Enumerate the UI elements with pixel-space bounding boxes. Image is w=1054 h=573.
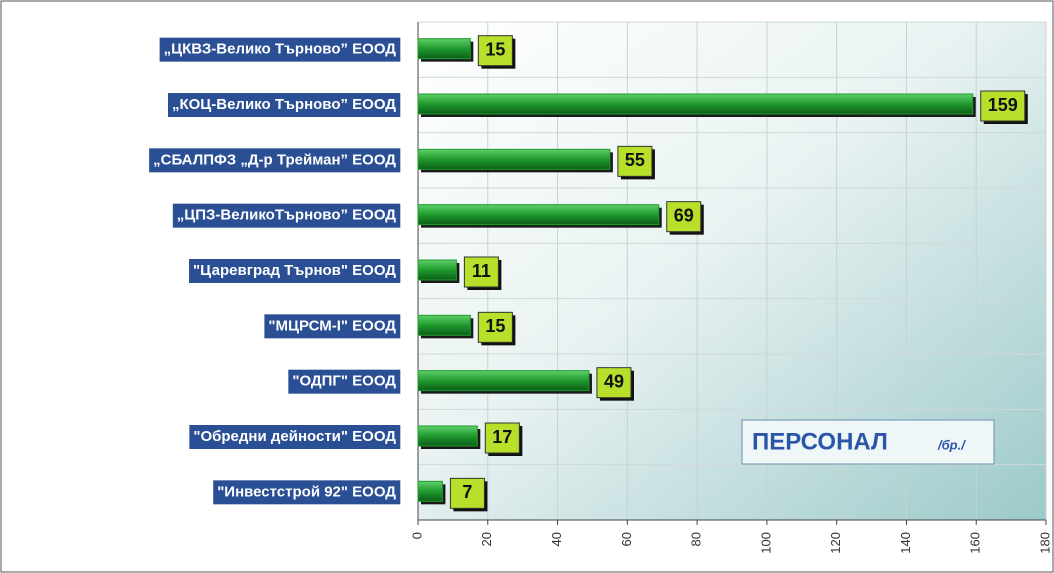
value-label: 49 bbox=[604, 371, 624, 391]
bar bbox=[418, 481, 442, 501]
x-tick-label: 20 bbox=[479, 532, 494, 546]
category-label: „ЦПЗ-ВеликоТърново” ЕООД bbox=[177, 207, 397, 224]
value-label: 11 bbox=[472, 261, 491, 281]
chart-title: ПЕРСОНАЛ bbox=[752, 428, 888, 455]
bar bbox=[418, 149, 610, 169]
x-tick-label: 60 bbox=[619, 532, 634, 546]
category-label: "ОДПГ" ЕООД bbox=[292, 373, 396, 390]
x-tick-label: 80 bbox=[689, 532, 704, 546]
bar bbox=[418, 205, 659, 225]
x-tick-label: 140 bbox=[898, 532, 913, 554]
value-label: 69 bbox=[674, 205, 694, 225]
x-tick-label: 0 bbox=[409, 532, 424, 539]
category-label: "МЦРСМ-I" ЕООД bbox=[268, 317, 396, 334]
category-label: "Царевград Търнов" ЕООД bbox=[193, 262, 396, 279]
bar bbox=[418, 39, 470, 59]
value-label: 159 bbox=[988, 95, 1018, 115]
category-row: "ОДПГ" ЕООД bbox=[288, 370, 400, 394]
title-box: ПЕРСОНАЛ /бр./ bbox=[742, 420, 994, 464]
value-label: 55 bbox=[625, 150, 645, 170]
value-label: 15 bbox=[485, 39, 505, 59]
category-row: „ЦКВЗ-Велико Търново” ЕООД bbox=[160, 38, 401, 62]
category-row: "Инвестстрой 92" ЕООД bbox=[213, 480, 400, 504]
value-label: 7 bbox=[462, 482, 472, 502]
bar bbox=[418, 94, 973, 114]
category-label: „СБАЛПФЗ „Д-р Трейман” ЕООД bbox=[153, 151, 396, 168]
value-label: 15 bbox=[485, 316, 505, 336]
x-tick-label: 160 bbox=[968, 532, 983, 554]
bar bbox=[418, 260, 456, 280]
x-tick-label: 40 bbox=[549, 532, 564, 546]
category-label: „ЦКВЗ-Велико Търново” ЕООД bbox=[164, 41, 397, 58]
category-label: "Инвестстрой 92" ЕООД bbox=[217, 483, 396, 500]
bar bbox=[418, 315, 470, 335]
category-label: "Обредни дейности" ЕООД bbox=[193, 428, 396, 445]
category-row: "МЦРСМ-I" ЕООД bbox=[264, 314, 400, 338]
category-row: "Обредни дейности" ЕООД bbox=[189, 425, 400, 449]
category-row: „ЦПЗ-ВеликоТърново” ЕООД bbox=[173, 204, 401, 228]
category-row: „СБАЛПФЗ „Д-р Трейман” ЕООД bbox=[149, 148, 400, 172]
x-tick-label: 120 bbox=[828, 532, 843, 554]
category-label: „КОЦ-Велико Търново” ЕООД bbox=[172, 96, 396, 113]
x-tick-label: 180 bbox=[1037, 532, 1052, 554]
category-row: "Царевград Търнов" ЕООД bbox=[189, 259, 400, 283]
chart: 0 20 40 60 80 100 120 140 160 180 „ЦКВЗ-Велико Тър… bbox=[0, 0, 1054, 573]
chart-subtitle: /бр./ bbox=[937, 437, 966, 452]
x-tick-label: 100 bbox=[758, 532, 773, 554]
value-label: 17 bbox=[492, 427, 512, 447]
bar bbox=[418, 426, 477, 446]
bar bbox=[418, 371, 589, 391]
category-row: „КОЦ-Велико Търново” ЕООД bbox=[168, 93, 400, 117]
